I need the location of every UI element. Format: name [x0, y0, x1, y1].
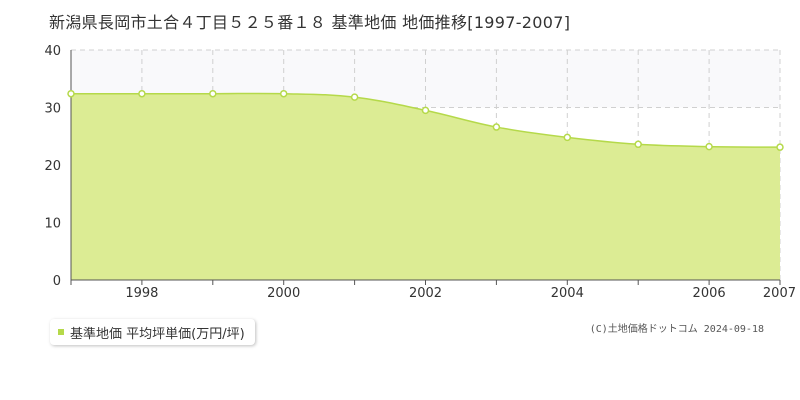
x-tick-label-2004: 2004 — [551, 286, 584, 301]
chart-title: 新潟県長岡市土合４丁目５２５番１８ 基準地価 地価推移[1997-2007] — [49, 13, 571, 32]
y-tick-label-0: 0 — [53, 274, 61, 289]
data-point-1999 — [209, 89, 217, 98]
y-tick-label-40: 40 — [44, 44, 61, 59]
data-point-2003 — [492, 123, 501, 131]
series-area-fill — [71, 93, 780, 280]
tick-labels: 0 10 20 30 40 1998 2000 2002 2004 2006 2007 — [44, 44, 796, 301]
x-tick-label-2002: 2002 — [409, 286, 442, 301]
data-point-2005 — [634, 140, 642, 149]
y-tick-label-30: 30 — [44, 102, 61, 117]
data-point-2002 — [421, 106, 430, 115]
land-price-chart: 0 10 20 30 40 1998 2000 2002 2004 2006 2007 — [44, 44, 796, 301]
data-point-2006 — [705, 142, 713, 151]
data-point-2004 — [563, 133, 572, 142]
data-point-2000 — [279, 89, 288, 98]
x-tick-label-2006: 2006 — [693, 286, 726, 301]
x-tick-label-2007: 2007 — [763, 286, 796, 301]
credit-text: (C)土地価格ドットコム 2024-09-18 — [589, 324, 764, 335]
legend-label: 基準地価 平均坪単価(万円/坪) — [70, 326, 245, 342]
legend: 基準地価 平均坪単価(万円/坪) — [50, 319, 255, 345]
data-point-1998 — [138, 89, 146, 98]
data-point-1997 — [67, 89, 75, 98]
data-points — [67, 89, 784, 151]
data-point-2001 — [350, 93, 359, 101]
y-tick-label-10: 10 — [44, 217, 61, 232]
axes — [70, 50, 781, 285]
data-point-2007 — [776, 143, 784, 151]
x-tick-label-1998: 1998 — [125, 286, 158, 301]
series-area — [71, 92, 781, 280]
x-tick-label-2000: 2000 — [267, 286, 300, 301]
y-tick-label-20: 20 — [44, 159, 61, 174]
legend-swatch — [58, 329, 64, 335]
